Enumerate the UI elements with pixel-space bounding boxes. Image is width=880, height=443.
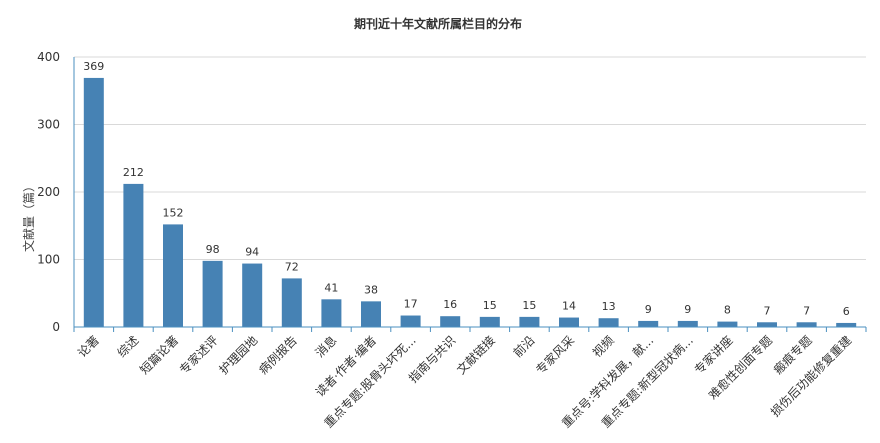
bar-value-label: 6: [843, 305, 850, 318]
bar: [400, 315, 421, 327]
x-tick-label: 前沿: [510, 333, 538, 361]
x-tick-label: 专家述评: [176, 333, 221, 378]
x-tick-label: 病例报告: [255, 333, 300, 378]
bar-value-label: 152: [163, 206, 184, 219]
bar-value-label: 98: [206, 243, 220, 256]
bar-value-label: 15: [483, 299, 497, 312]
y-axis-ticks: 0 100 200 300 400: [37, 50, 60, 334]
x-tick-label: 护理园地: [216, 333, 260, 377]
bar: [123, 183, 144, 327]
x-tick-label: 专家风采: [533, 333, 578, 378]
bar: [281, 278, 302, 327]
bar: [321, 299, 342, 327]
x-tick-label: 消息: [312, 333, 340, 361]
x-tick-label: 文献链接: [453, 333, 498, 378]
bar: [519, 316, 540, 327]
bar: [242, 263, 263, 327]
bar: [598, 318, 619, 327]
bar: [202, 260, 223, 327]
bar-value-label: 9: [645, 303, 652, 316]
bars: [83, 77, 857, 327]
bar-value-label: 38: [364, 283, 378, 296]
bar-value-label: 7: [764, 304, 771, 317]
y-tick-label: 200: [37, 185, 60, 199]
x-tick-label: 视频: [589, 333, 617, 361]
bar: [361, 301, 381, 327]
bar-value-label: 94: [245, 246, 259, 259]
x-tick-label: 短篇论著: [137, 333, 182, 378]
bar-value-label: 13: [602, 300, 616, 313]
y-tick-label: 300: [37, 118, 60, 132]
y-axis-label: 文献量（篇）: [21, 180, 36, 252]
bar: [638, 320, 659, 327]
bar-value-label: 8: [724, 304, 731, 317]
bar: [479, 316, 500, 327]
bar: [717, 321, 738, 327]
bar: [440, 316, 461, 327]
bar: [677, 320, 698, 327]
bar: [796, 322, 817, 327]
chart-title: 期刊近十年文献所属栏目的分布: [354, 16, 522, 31]
bar-value-label: 9: [684, 303, 691, 316]
bar-value-label: 369: [83, 60, 104, 73]
bar: [83, 77, 104, 327]
bar-value-label: 14: [562, 300, 576, 313]
y-tick-label: 100: [37, 253, 60, 267]
bar-value-label: 16: [443, 298, 457, 311]
bar: [163, 224, 183, 327]
bar: [757, 322, 777, 327]
bar: [559, 317, 579, 327]
bar-value-label: 7: [803, 304, 810, 317]
bar-value-label: 72: [285, 260, 299, 273]
x-tick-label: 综述: [115, 333, 142, 360]
bar: [836, 322, 857, 327]
bar-value-label: 15: [522, 299, 536, 312]
y-tick-label: 400: [37, 50, 60, 64]
bar-value-label: 41: [324, 281, 338, 294]
gridlines: [74, 56, 866, 260]
x-tick-label: 论著: [75, 333, 102, 360]
bar-value-label: 17: [404, 298, 418, 311]
y-tick-label: 0: [52, 320, 60, 334]
bar-value-label: 212: [123, 166, 144, 179]
